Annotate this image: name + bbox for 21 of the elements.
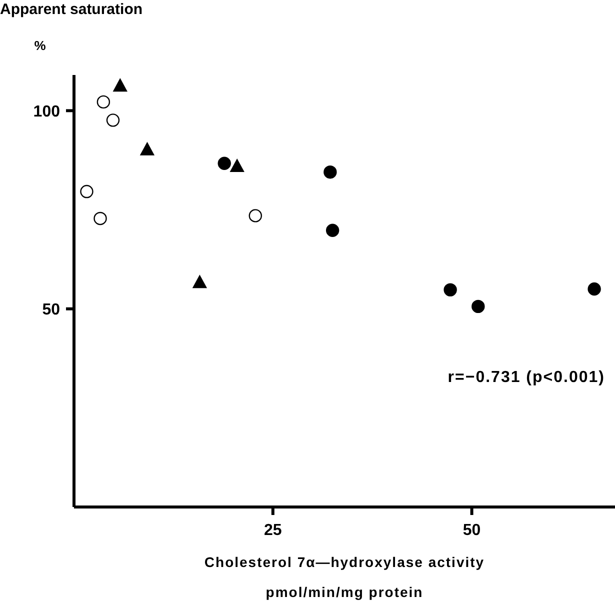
point	[106, 114, 120, 127]
x-axis-title: Cholesterol 7α—hydroxylase activity pmol/min/mg protein	[204, 554, 485, 600]
point	[472, 300, 485, 314]
point	[140, 142, 154, 156]
point	[80, 184, 94, 198]
point	[324, 166, 337, 179]
point	[326, 224, 340, 237]
point	[218, 156, 231, 170]
point	[248, 209, 262, 222]
annotation: r=−0.731 (p<0.001)	[448, 369, 605, 386]
point	[96, 95, 110, 109]
y-axis-title: %	[34, 38, 46, 53]
y-tick-label: 100	[33, 103, 60, 120]
point	[588, 282, 601, 296]
point	[113, 78, 128, 92]
chart-title: Apparent saturation	[0, 1, 143, 18]
x-tick-label: 25	[264, 522, 282, 539]
point	[230, 159, 244, 172]
point	[94, 212, 107, 226]
point	[192, 275, 207, 288]
point	[444, 283, 457, 296]
